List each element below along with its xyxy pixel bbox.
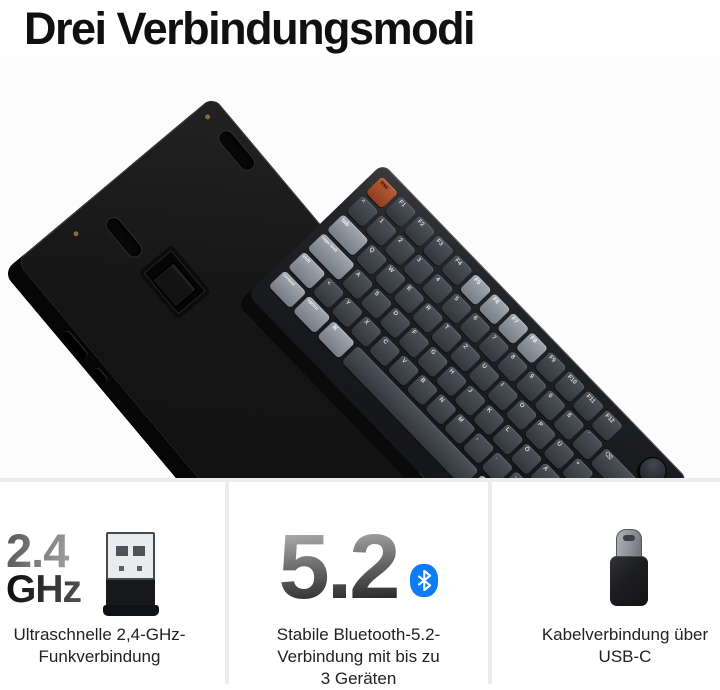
rubber-foot-icon [215, 127, 259, 175]
page-title: Drei Verbindungsmodi [24, 3, 476, 54]
bluetooth-icon [410, 564, 439, 597]
connection-modes-section: 2.4 GHz Ultraschnelle 2,4-GHz- Funkverbi… [0, 478, 720, 688]
cable-caption: Kabelverbindung über USB-C [541, 625, 709, 666]
keyboard-product-photo: esc F1 F2 F3 F4 F5 F6 F7 F8 F9 F10 F11 F12 ^ 1 2 3 4 5 6 7 8 9… [0, 56, 720, 478]
usb-dongle-icon [103, 532, 159, 616]
side-toggle-switch-icon [60, 328, 90, 361]
rubber-foot-icon [102, 213, 146, 261]
bluetooth-caption: Stabile Bluetooth-5.2- Verbindung mit bi… [276, 625, 441, 688]
kickstand-foot-icon [137, 244, 212, 321]
usb-c-icon [607, 529, 651, 607]
feature-card-bluetooth: 5.2 Stabile Bluetooth-5.2- Verbindung mi… [229, 482, 488, 688]
section-header: Drei Verbindungsmodi [0, 0, 720, 56]
volume-knob-icon [632, 451, 673, 478]
keycap-⌫: ⌫ [589, 447, 638, 478]
feature-card-cable: Kabelverbindung über USB-C [492, 482, 720, 684]
screw-icon [72, 230, 80, 238]
side-toggle-switch-icon [90, 366, 110, 386]
wireless-headline: 2.4 GHz [6, 524, 82, 611]
feature-card-wireless: 2.4 GHz Ultraschnelle 2,4-GHz- Funkverbi… [0, 482, 225, 684]
wireless-caption: Ultraschnelle 2,4-GHz- Funkverbindung [13, 625, 186, 666]
bluetooth-headline: 5.2 [229, 521, 488, 613]
screw-icon [204, 113, 212, 121]
